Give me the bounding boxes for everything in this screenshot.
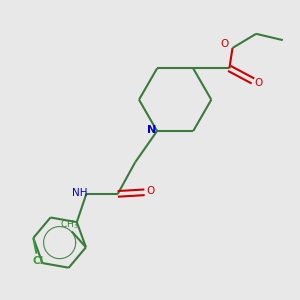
Text: Cl: Cl xyxy=(32,256,44,266)
Text: O: O xyxy=(220,39,229,49)
Text: O: O xyxy=(254,77,263,88)
Text: NH: NH xyxy=(72,188,87,198)
Text: O: O xyxy=(146,186,154,197)
Text: CH$_3$: CH$_3$ xyxy=(60,218,79,231)
Text: N: N xyxy=(147,125,156,135)
